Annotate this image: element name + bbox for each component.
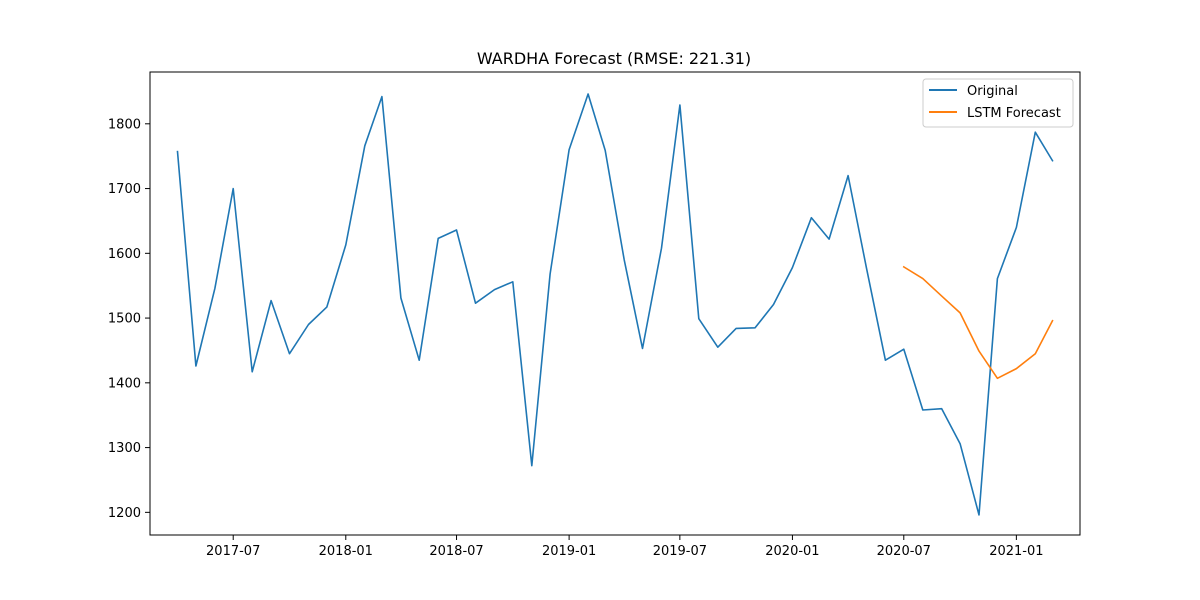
x-tick-label: 2019-01 (542, 544, 596, 559)
series-line-original (176, 93, 1054, 516)
x-tick-label: 2018-01 (319, 544, 373, 559)
x-tick-label: 2020-07 (877, 544, 931, 559)
y-tick-label: 1800 (108, 117, 141, 132)
legend-label-lstm-forecast: LSTM Forecast (967, 106, 1061, 121)
legend: Original LSTM Forecast (922, 78, 1074, 128)
x-tick-label: 2019-07 (653, 544, 707, 559)
y-tick-label: 1200 (108, 506, 141, 521)
series-line-lstm-forecast (902, 265, 1054, 380)
plot-area (149, 71, 1081, 536)
x-tick-label: 2020-01 (765, 544, 819, 559)
legend-label-original: Original (967, 84, 1018, 99)
y-tick-label: 1600 (108, 247, 141, 262)
y-tick-label: 1500 (108, 312, 141, 327)
x-tick-label: 2017-07 (206, 544, 260, 559)
x-axis: 2017-07 2018-01 2018-07 2019-01 2019-07 2020-… (206, 535, 1044, 559)
legend-box (922, 78, 1074, 128)
y-tick-label: 1300 (108, 441, 141, 456)
y-axis: 1200 1300 1400 1500 1600 1700 1800 (108, 117, 150, 521)
x-tick-label: 2018-07 (429, 544, 483, 559)
y-tick-label: 1400 (108, 376, 141, 391)
chart-title: WARDHA Forecast (RMSE: 221.31) (477, 49, 751, 68)
series-layer (176, 93, 1054, 516)
x-tick-label: 2021-01 (989, 544, 1043, 559)
y-tick-label: 1700 (108, 182, 141, 197)
